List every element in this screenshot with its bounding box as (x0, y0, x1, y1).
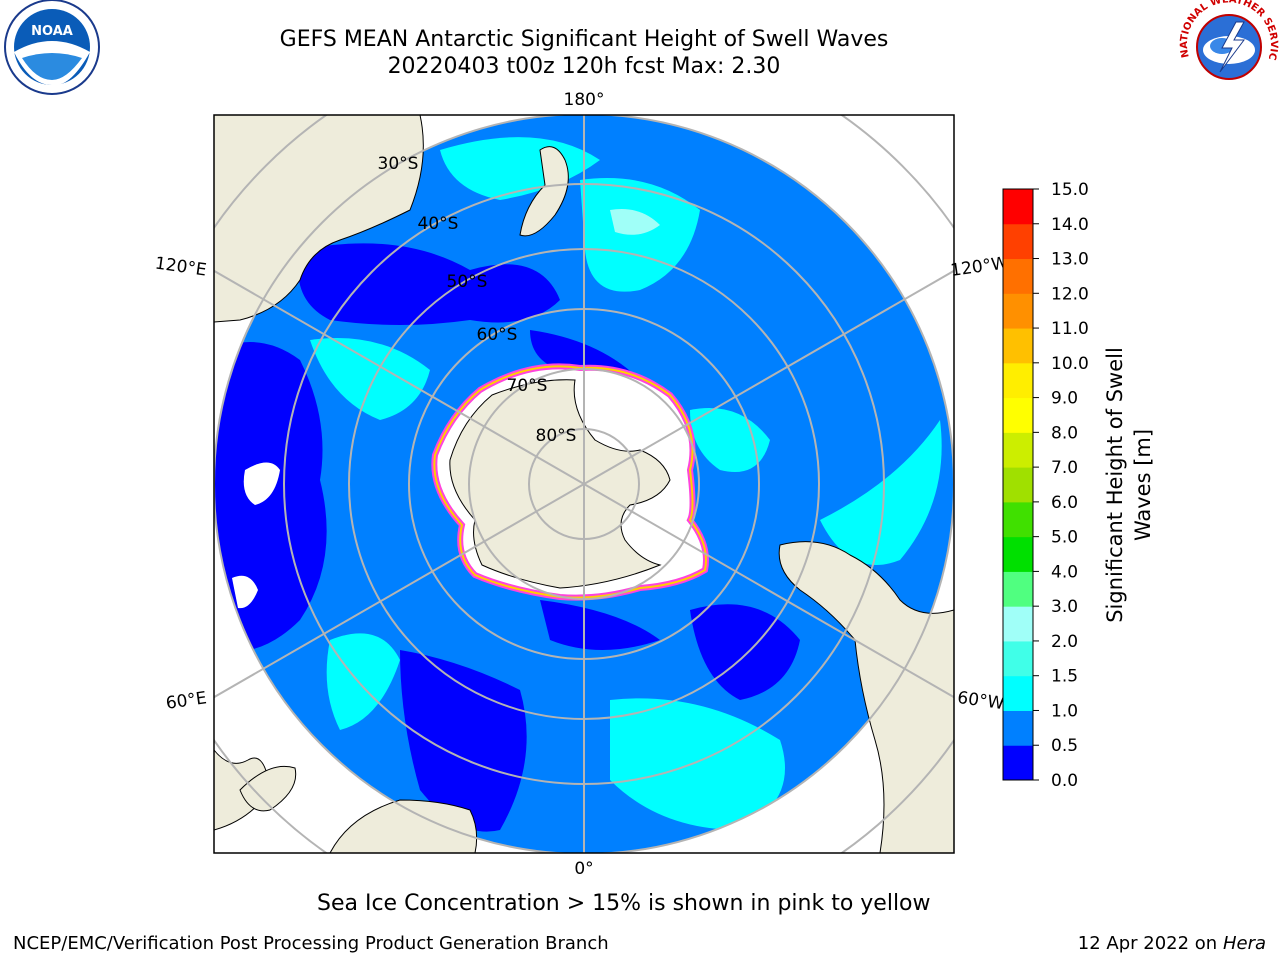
colorbar-tick-label: 1.0 (1051, 701, 1078, 721)
parallel-label-40s: 40°S (418, 214, 459, 234)
parallel-label-60s: 60°S (477, 325, 518, 345)
low-swell-area (690, 604, 800, 700)
colorbar-frame (1002, 188, 1034, 781)
chart-title: GEFS MEAN Antarctic Significant Height o… (279, 27, 889, 52)
chart-subtitle: 20220403 t00z 120h fcst Max: 2.30 (387, 54, 781, 79)
low-swell-area (540, 600, 660, 650)
parallel-label-70s: 70°S (507, 376, 548, 396)
high-swell-area (326, 633, 400, 730)
colorbar-tick-label: 3.0 (1051, 597, 1078, 617)
colorbar-segment (1003, 606, 1033, 642)
colorbar-tick-label: 0.5 (1051, 736, 1078, 756)
colorbar-segment (1003, 328, 1033, 364)
island (232, 575, 258, 609)
credit-right: 12 Apr 2022 on Hera (1078, 933, 1266, 954)
colorbar-tick-label: 5.0 (1051, 528, 1078, 548)
high-swell-area (580, 178, 700, 292)
noaa-logo: NOAA (4, 0, 100, 95)
noaa-logo-text: NOAA (31, 24, 73, 39)
colorbar-segment (1003, 571, 1033, 607)
colorbar-tick-label: 15.0 (1051, 180, 1089, 200)
high-swell-area (820, 420, 942, 565)
colorbar-ticks: 0.0 0.5 1.0 1.5 2.0 3.0 4.0 5.0 6.0 7.0 8.0 9.0 10.0… (1033, 180, 1089, 791)
island (243, 462, 280, 505)
africa-land (329, 799, 478, 853)
low-swell-area (298, 243, 560, 325)
high-swell-area (690, 408, 770, 472)
colorbar-tick-label: 4.0 (1051, 562, 1078, 582)
colorbar-label-line1: Significant Height of Swell (1103, 347, 1127, 623)
credit-host: Hera (1222, 933, 1266, 954)
colorbar-segment (1003, 467, 1033, 503)
parallel-label-80s: 80°S (536, 426, 577, 446)
madagascar-island (239, 765, 297, 812)
low-swell-area (400, 650, 527, 832)
map-frame (213, 114, 955, 854)
sea-ice-yellow-edge (433, 365, 707, 599)
colorbar-tick-label: 13.0 (1051, 250, 1089, 270)
credit-left: NCEP/EMC/Verification Post Processing Pr… (13, 933, 609, 954)
colorbar-segment (1003, 397, 1033, 433)
colorbar-tick-label: 1.5 (1051, 667, 1078, 687)
colorbar-tick-label: 0.0 (1051, 771, 1078, 791)
meridian-label-120w: 120°W (949, 253, 1009, 281)
south-america-land (778, 541, 954, 853)
colorbar-tick-label: 8.0 (1051, 423, 1078, 443)
graticule (214, 115, 954, 853)
sea-ice-note: Sea Ice Concentration > 15% is shown in … (317, 891, 931, 916)
meridian-label-60w: 60°W (956, 688, 1005, 714)
colorbar-segment (1003, 258, 1033, 294)
colorbar-segment (1003, 501, 1033, 538)
credit-date: 12 Apr 2022 on (1077, 933, 1223, 954)
parallel-label-50s: 50°S (447, 272, 488, 292)
parallel-label-30s: 30°S (378, 154, 419, 174)
colorbar-segment (1003, 223, 1033, 260)
meridian-label-180: 180° (564, 90, 605, 110)
colorbar-segment (1003, 675, 1033, 711)
high-swell-area (610, 698, 785, 830)
colorbar-segment (1003, 293, 1033, 329)
colorbar-tick-label: 7.0 (1051, 458, 1078, 478)
colorbar-tick-label: 11.0 (1051, 319, 1089, 339)
colorbar-label-line2: Waves [m] (1131, 429, 1155, 541)
colorbar-tick-label: 6.0 (1051, 493, 1078, 513)
colorbar-segment (1003, 362, 1033, 399)
meridian-label-120e: 120°E (154, 254, 208, 281)
meridian-label-0: 0° (574, 859, 593, 879)
colorbar-segment (1003, 432, 1033, 468)
colorbar-tick-label: 12.0 (1051, 284, 1089, 304)
colorbar (1003, 189, 1033, 781)
colorbar-tick-label: 2.0 (1051, 632, 1078, 652)
colorbar-tick-label: 9.0 (1051, 389, 1078, 409)
colorbar-segment (1003, 640, 1033, 677)
national-weather-service-logo: NATIONAL WEATHER SERVICE (0, 0, 1279, 94)
colorbar-segment (1003, 745, 1033, 781)
meridian-label-60e: 60°E (165, 688, 208, 713)
colorbar-tick-label: 10.0 (1051, 354, 1089, 374)
peak-swell-area (610, 209, 660, 235)
high-swell-area (310, 338, 430, 420)
nws-logo-text: NATIONAL WEATHER SERVICE (0, 0, 1279, 61)
colorbar-segment (1003, 189, 1033, 225)
australia-land (214, 115, 424, 323)
colorbar-segment (1003, 536, 1033, 572)
colorbar-segment (1003, 710, 1033, 746)
new-zealand-land (519, 146, 569, 237)
map-area (214, 115, 954, 853)
colorbar-tick-label: 14.0 (1051, 215, 1089, 235)
